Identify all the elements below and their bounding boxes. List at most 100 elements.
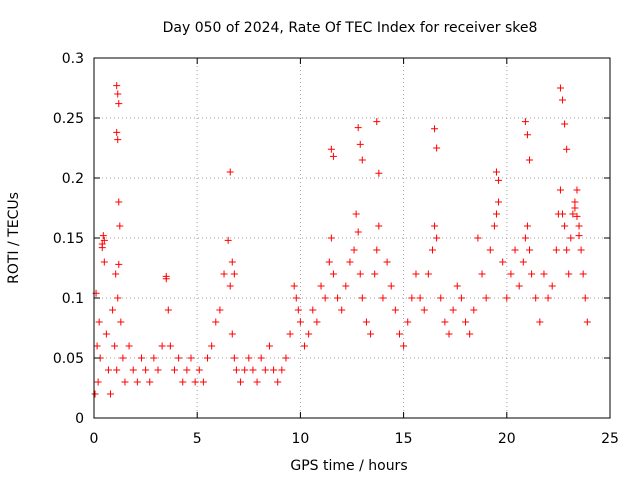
data-point [175,354,183,362]
data-point [282,354,290,362]
data-point [431,125,439,133]
data-point [164,306,172,314]
data-point [241,366,249,374]
data-point [445,330,453,338]
data-point [317,282,325,290]
data-point [375,222,383,230]
data-point [237,378,245,386]
data-point [286,330,294,338]
data-points [91,82,591,398]
data-point [416,294,424,302]
data-point [133,378,141,386]
data-point [356,140,364,148]
data-point [433,144,441,152]
data-point [383,258,391,266]
data-point [191,378,199,386]
data-point [561,222,569,230]
data-point [204,354,212,362]
data-point [112,270,120,278]
data-point [400,342,408,350]
data-point [358,156,366,164]
chart-title: Day 050 of 2024, Rate Of TEC Index for r… [163,20,538,36]
x-axis-label: GPS time / hours [290,458,407,474]
data-point [519,258,527,266]
data-point [265,342,273,350]
y-tick-label: 0.2 [62,171,84,187]
data-point [154,366,162,374]
data-point [216,306,224,314]
data-point [540,270,548,278]
data-point [373,118,381,126]
data-point [462,318,470,326]
data-point [577,246,585,254]
data-point [109,306,117,314]
axis-ticks: 0 5 10 15 20 25 0 0.05 0.1 0.15 0.2 0.25 0.3 [53,51,619,447]
data-point [375,169,383,177]
data-point [305,330,313,338]
data-point [115,198,123,206]
data-point [356,270,364,278]
data-point [565,270,573,278]
data-point [111,342,119,350]
data-point [569,210,577,218]
data-point [523,131,531,139]
data-point [220,270,228,278]
data-point [99,232,107,240]
data-point [290,282,298,290]
data-point [528,270,536,278]
data-point [495,198,503,206]
data-point [503,294,511,302]
data-point [350,246,358,254]
data-point [212,318,220,326]
data-point [296,318,304,326]
x-tick-label: 10 [291,431,309,447]
data-point [507,270,515,278]
data-point [536,318,544,326]
data-point [466,330,474,338]
data-point [228,258,236,266]
data-point [226,282,234,290]
data-point [552,246,560,254]
data-point [563,145,571,153]
data-point [183,366,191,374]
x-tick-label: 20 [498,431,516,447]
data-point [583,318,591,326]
data-point [102,330,110,338]
data-point [93,342,101,350]
data-point [119,354,127,362]
data-point [441,318,449,326]
data-point [342,282,350,290]
data-point [166,342,174,350]
data-point [113,128,121,136]
data-point [329,152,337,160]
data-point [433,234,441,242]
data-point [129,366,137,374]
data-point [478,270,486,278]
data-point [114,294,122,302]
grid [94,58,610,418]
data-point [270,366,278,374]
data-point [334,294,342,302]
data-point [404,318,412,326]
data-point [208,342,216,350]
y-tick-label: 0.05 [53,351,84,367]
data-point [526,246,534,254]
data-point [412,270,420,278]
data-point [104,366,112,374]
data-point [449,306,457,314]
data-point [486,246,494,254]
data-point [470,306,478,314]
data-point [115,260,123,268]
data-point [575,232,583,240]
data-point [338,306,346,314]
y-tick-label: 0 [75,411,84,427]
data-point [125,342,133,350]
data-point [114,136,122,144]
data-point [292,294,300,302]
data-point [559,210,567,218]
data-point [490,222,498,230]
data-point [117,318,125,326]
data-point [158,342,166,350]
data-point [245,354,253,362]
